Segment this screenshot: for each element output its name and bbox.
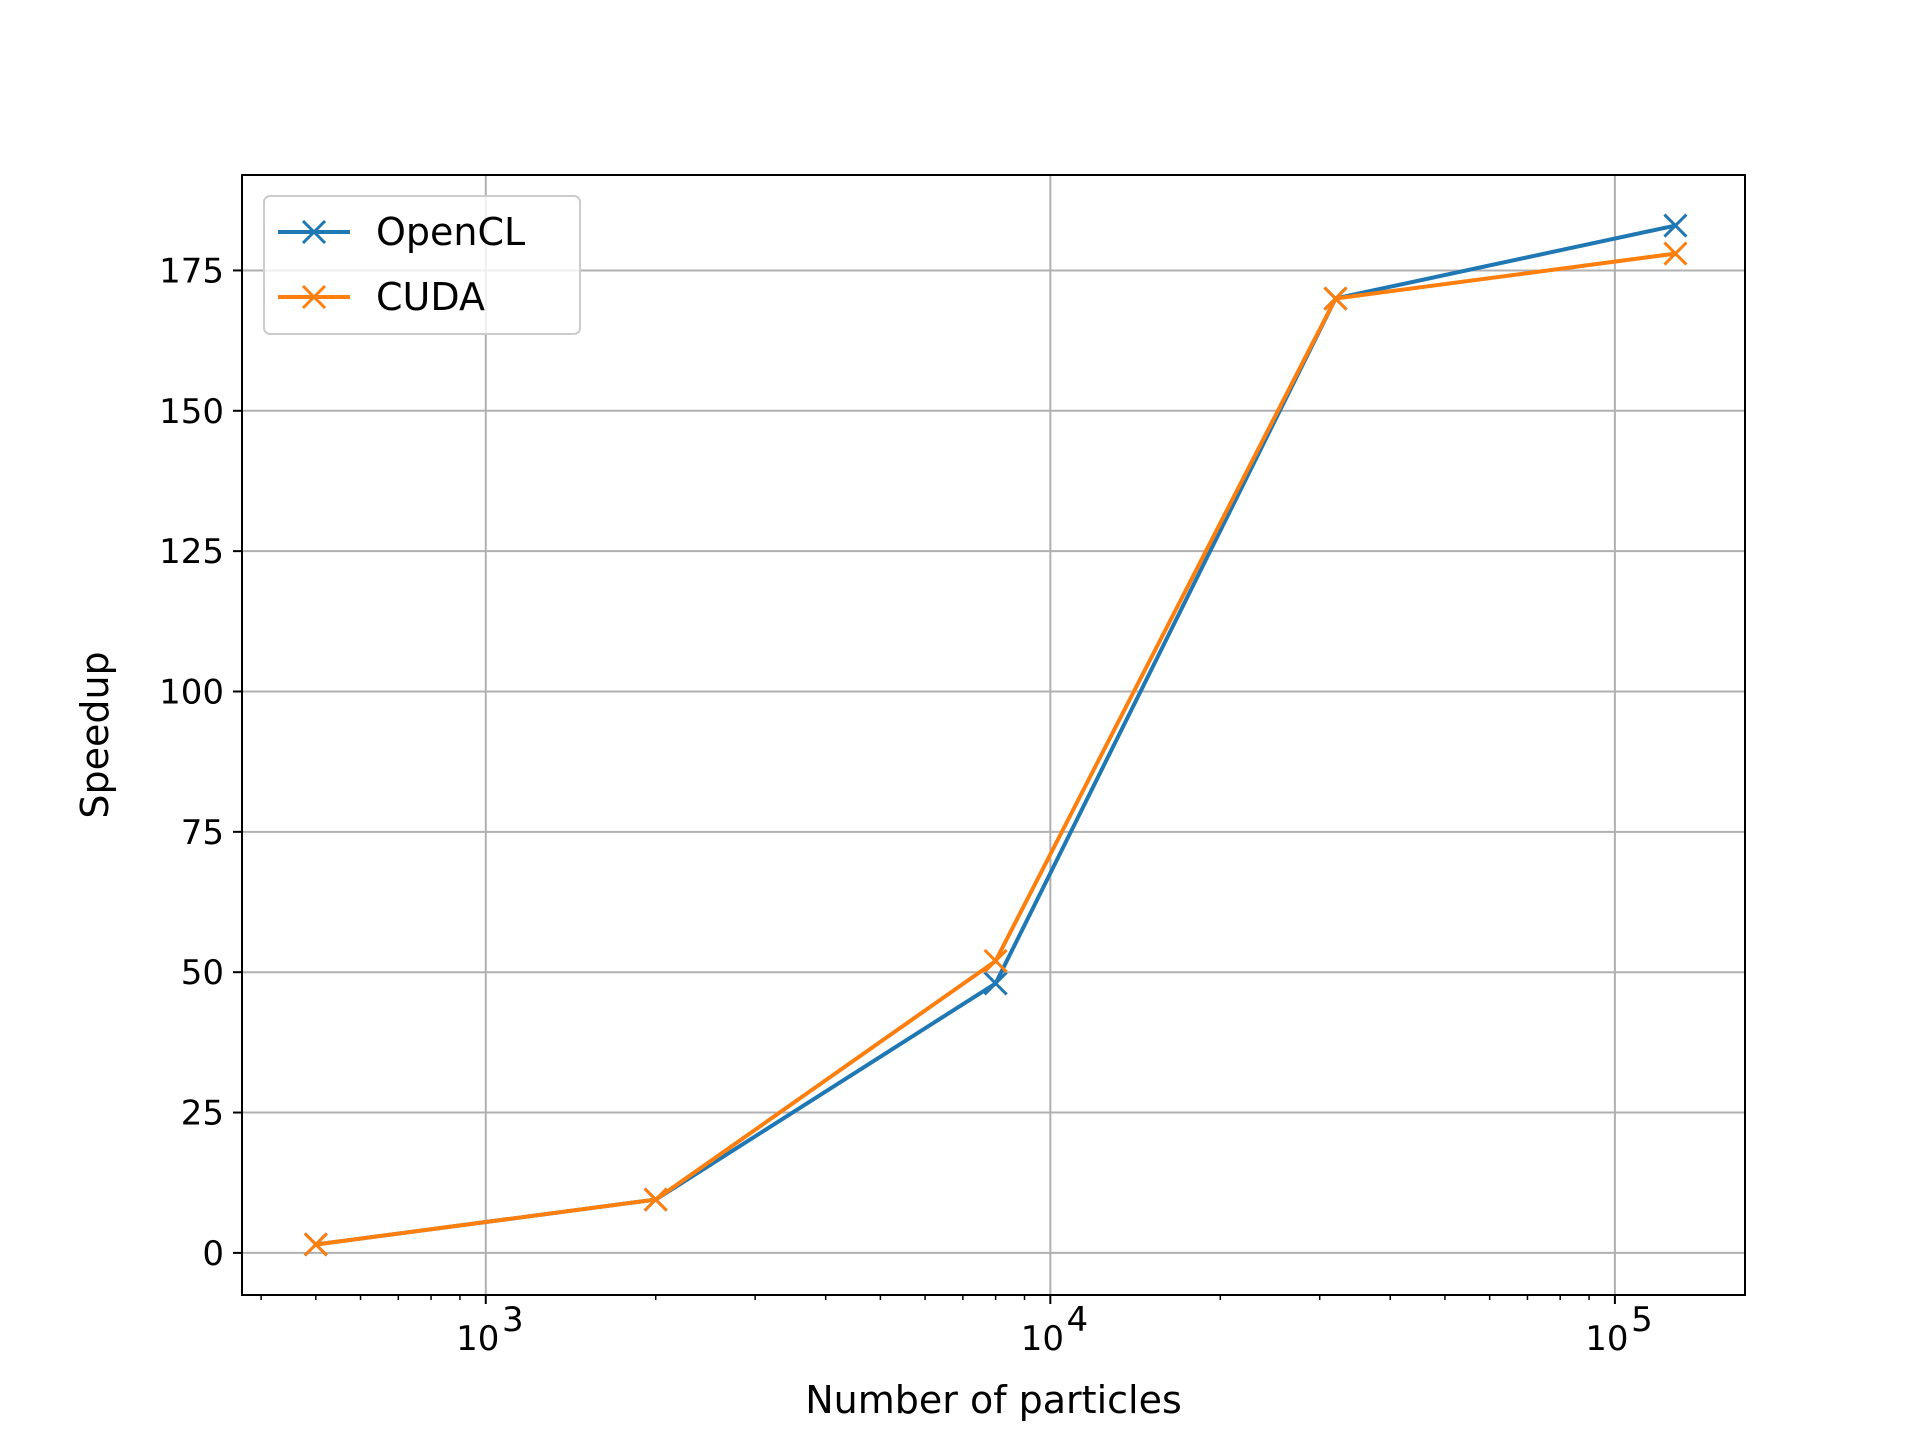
legend-label: OpenCL — [376, 210, 525, 254]
data-point-cuda — [983, 948, 1008, 974]
series-line-cuda — [315, 251, 1676, 1247]
series-layer — [303, 213, 1688, 1257]
data-point-opencl — [983, 971, 1008, 996]
x-tick-exponent: 4 — [1067, 1300, 1089, 1340]
data-point-cuda — [1323, 286, 1348, 311]
y-axis-label: Speedup — [73, 651, 117, 818]
x-tick-label: 10 — [1021, 1319, 1064, 1359]
legend: OpenCL CUDA — [263, 195, 581, 335]
x-tick-label: 10 — [1585, 1319, 1628, 1359]
y-tick-label: 100 — [159, 672, 224, 712]
data-point-cuda — [643, 1187, 668, 1212]
plot-frame — [241, 174, 1746, 1296]
legend-marker — [301, 219, 327, 245]
series-line-opencl — [315, 223, 1676, 1247]
y-tick-label: 175 — [159, 251, 224, 291]
x-axis-label: Number of particles — [805, 1378, 1182, 1422]
x-tick-label: 10 — [456, 1319, 499, 1359]
y-tick-label: 25 — [181, 1094, 224, 1134]
x-tick-exponent: 3 — [502, 1300, 524, 1340]
legend-marker — [301, 284, 327, 310]
legend-label: CUDA — [376, 275, 485, 319]
y-tick-label: 150 — [159, 392, 224, 432]
y-tick-label: 125 — [159, 532, 224, 572]
data-point-cuda — [303, 1232, 328, 1257]
data-point-opencl — [1663, 213, 1688, 238]
y-tick-label: 75 — [181, 813, 224, 853]
x-tick-exponent: 5 — [1631, 1300, 1653, 1340]
y-tick-label: 0 — [202, 1234, 224, 1274]
y-tick-label: 50 — [181, 953, 224, 993]
data-point-cuda — [1663, 241, 1688, 266]
grid — [242, 175, 1745, 1295]
